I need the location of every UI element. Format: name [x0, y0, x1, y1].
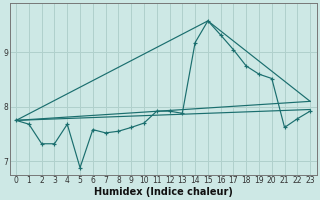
X-axis label: Humidex (Indice chaleur): Humidex (Indice chaleur) [94, 187, 233, 197]
